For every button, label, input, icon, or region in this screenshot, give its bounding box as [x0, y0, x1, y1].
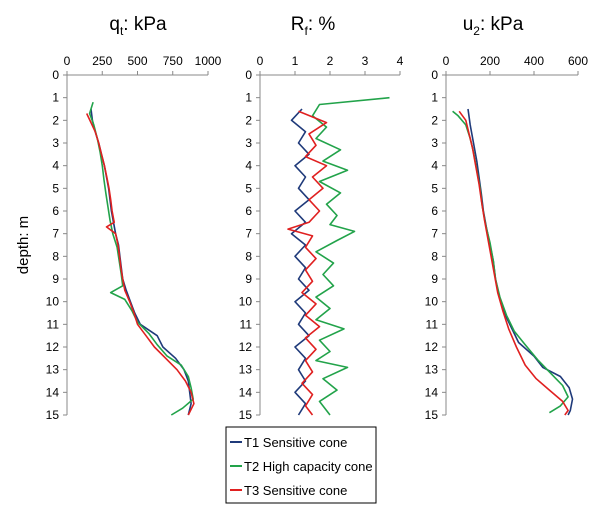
x-tick-label: 1: [292, 54, 299, 68]
legend-label: T3 Sensitive cone: [244, 483, 347, 498]
y-tick-label: 1: [245, 91, 252, 105]
panel-title-rest: : kPa: [123, 14, 167, 35]
y-tick-label: 3: [245, 136, 252, 150]
panel-title: qt: kPa: [109, 14, 167, 38]
legend: T1 Sensitive cone T2 High capacity cone T3…: [225, 426, 377, 504]
series-line-1: [467, 108, 574, 416]
y-tick-label: 3: [52, 136, 59, 150]
y-tick-label: 7: [245, 227, 252, 241]
y-tick-label: 7: [52, 227, 59, 241]
y-tick-label: 4: [431, 159, 438, 173]
y-tick-label: 14: [425, 385, 439, 399]
panel-title-sub: f: [304, 24, 308, 38]
panel-title-rest: : kPa: [480, 14, 524, 35]
y-tick-label: 7: [431, 227, 438, 241]
legend-box: [225, 426, 377, 504]
panel-title-main: R: [291, 14, 305, 35]
y-tick-label: 2: [245, 113, 252, 127]
y-tick-label: 4: [52, 159, 59, 173]
y-tick-label: 10: [46, 295, 60, 309]
y-tick-label: 14: [46, 385, 60, 399]
y-tick-label: 6: [431, 204, 438, 218]
y-tick-label: 13: [239, 363, 253, 377]
y-tick-label: 3: [431, 136, 438, 150]
x-tick-label: 2: [327, 54, 334, 68]
legend-label: T1 Sensitive cone: [244, 435, 347, 450]
x-tick-label: 0: [257, 54, 264, 68]
x-tick-label: 250: [92, 54, 112, 68]
y-tick-label: 9: [431, 272, 438, 286]
x-tick-label: 200: [480, 54, 500, 68]
y-tick-label: 4: [245, 159, 252, 173]
y-tick-label: 11: [240, 317, 253, 331]
y-tick-label: 8: [245, 249, 252, 263]
y-tick-label: 12: [239, 340, 253, 354]
y-tick-label: 6: [245, 204, 252, 218]
y-tick-label: 15: [239, 408, 253, 422]
x-tick-label: 400: [524, 54, 544, 68]
y-tick-label: 1: [431, 91, 438, 105]
y-tick-label: 9: [245, 272, 252, 286]
y-tick-label: 5: [245, 181, 252, 195]
y-tick-label: 10: [425, 295, 439, 309]
y-tick-label: 5: [52, 181, 59, 195]
series-line-1: [290, 108, 310, 416]
y-tick-label: 13: [425, 363, 439, 377]
series-line-3: [85, 113, 195, 416]
y-tick-label: 14: [239, 385, 253, 399]
x-tick-label: 1000: [195, 54, 222, 68]
panel-title: u2: kPa: [463, 14, 524, 38]
y-tick-label: 6: [52, 204, 59, 218]
x-tick-label: 4: [397, 54, 404, 68]
y-tick-label: 13: [46, 363, 60, 377]
y-tick-label: 12: [425, 340, 439, 354]
series-line-2: [452, 110, 569, 414]
series-line-3: [458, 110, 569, 416]
panel-title: Rf: %: [291, 14, 336, 38]
x-tick-label: 750: [163, 54, 183, 68]
y-tick-label: 1: [52, 91, 59, 105]
y-tick-label: 12: [46, 340, 60, 354]
y-tick-label: 11: [426, 317, 439, 331]
x-tick-label: 3: [362, 54, 369, 68]
y-tick-label: 2: [52, 113, 59, 127]
panel-title-main: u: [463, 14, 474, 35]
x-tick-label: 600: [568, 54, 588, 68]
series-line-3: [287, 110, 328, 416]
y-tick-label: 0: [431, 68, 438, 82]
y-tick-label: 10: [239, 295, 253, 309]
panel-title-rest: : %: [308, 14, 336, 35]
x-tick-label: 0: [443, 54, 450, 68]
y-tick-label: 11: [47, 317, 60, 331]
y-tick-label: 0: [52, 68, 59, 82]
panel-title-sub: 2: [473, 24, 480, 38]
y-tick-label: 8: [431, 249, 438, 263]
y-tick-label: 0: [245, 68, 252, 82]
legend-label: T2 High capacity cone: [244, 459, 373, 474]
y-tick-label: 15: [425, 408, 439, 422]
y-axis-label: depth: m: [15, 216, 32, 274]
panel-title-main: q: [109, 14, 120, 35]
y-tick-label: 2: [431, 113, 438, 127]
x-tick-label: 0: [64, 54, 71, 68]
x-tick-label: 500: [127, 54, 147, 68]
y-tick-label: 5: [431, 181, 438, 195]
y-tick-label: 15: [46, 408, 60, 422]
panel-title-sub: t: [120, 24, 124, 38]
y-tick-label: 8: [52, 249, 59, 263]
y-tick-label: 9: [52, 272, 59, 286]
series-line-2: [311, 96, 390, 416]
series-line-2: [88, 101, 194, 416]
